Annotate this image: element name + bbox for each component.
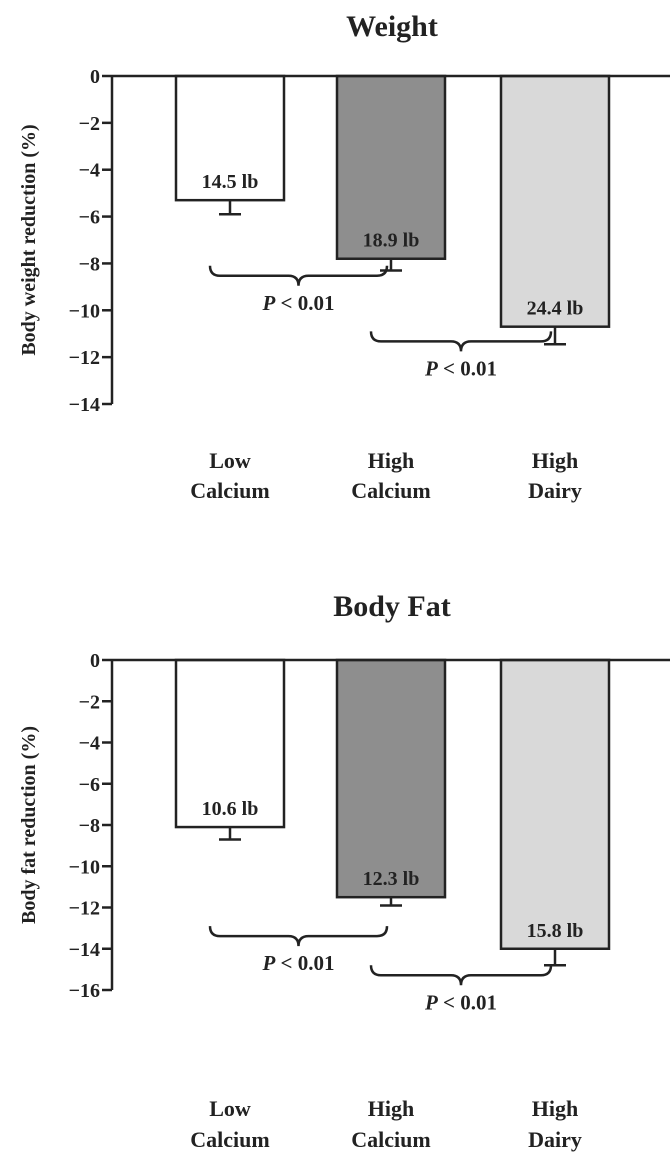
y-axis-label: Body fat reduction (%)	[18, 726, 40, 924]
y-tick-label: 0	[90, 650, 100, 672]
p-threshold: < 0.01	[438, 356, 497, 380]
significance-bracket	[208, 265, 389, 286]
category-label-line1: Low	[209, 1096, 251, 1121]
y-tick-label: −14	[69, 939, 100, 961]
y-tick-label: 0	[90, 66, 100, 88]
category-label-line2: Calcium	[351, 1127, 430, 1152]
bar-value-label: 12.3 lb	[363, 868, 420, 890]
p-value-label: P < 0.01	[261, 951, 334, 975]
y-tick-label: −4	[79, 160, 100, 182]
category-label-line1: High	[368, 448, 414, 473]
category-label-line2: Calcium	[351, 478, 430, 503]
y-tick-label: −4	[79, 733, 100, 755]
significance-bracket	[208, 925, 389, 947]
bar	[174, 74, 286, 202]
category-label-line2: Dairy	[528, 1127, 582, 1152]
bar-value-label: 24.4 lb	[527, 298, 584, 320]
weight-chart: Weight Body weight reduction (%) 14.5 lb Lo…	[18, 10, 670, 503]
category-label-line2: Calcium	[190, 1127, 269, 1152]
y-tick-label: −12	[69, 347, 100, 369]
p-threshold: < 0.01	[275, 291, 334, 315]
category-label-line1: High	[532, 448, 578, 473]
y-tick-label: −6	[79, 207, 100, 229]
y-tick-label: −10	[69, 856, 100, 878]
p-threshold: < 0.01	[275, 951, 334, 975]
p-symbol: P	[424, 990, 438, 1014]
chart-title: Body Fat	[333, 590, 451, 623]
y-tick-label: −8	[79, 815, 100, 837]
bar-value-label: 15.8 lb	[527, 920, 584, 942]
chart-title: Weight	[346, 10, 438, 43]
body-fat-chart: Body Fat Body fat reduction (%) 10.6 lb Low…	[18, 590, 670, 1152]
p-value-label: P < 0.01	[424, 990, 497, 1014]
p-value-label: P < 0.01	[261, 291, 334, 315]
significance-bracket	[369, 331, 553, 352]
bar-value-label: 10.6 lb	[202, 798, 259, 820]
bar	[335, 658, 447, 899]
y-tick-label: −12	[69, 898, 100, 920]
y-axis-label: Body weight reduction (%)	[18, 124, 40, 355]
y-tick-label: −6	[79, 774, 100, 796]
p-symbol: P	[261, 291, 275, 315]
bar-value-label: 14.5 lb	[202, 171, 259, 193]
y-tick-label: −16	[69, 980, 100, 1002]
y-tick-label: −8	[79, 253, 100, 275]
category-label-line2: Dairy	[528, 478, 582, 503]
bar	[499, 74, 611, 328]
p-symbol: P	[424, 356, 438, 380]
significance-bracket	[369, 965, 553, 986]
y-tick-label: −10	[69, 300, 100, 322]
p-symbol: P	[261, 951, 275, 975]
category-label-line1: High	[532, 1096, 578, 1121]
p-value-label: P < 0.01	[424, 356, 497, 380]
p-threshold: < 0.01	[438, 990, 497, 1014]
y-tick-label: −14	[69, 394, 100, 416]
category-label-line2: Calcium	[190, 478, 269, 503]
category-label-line1: High	[368, 1096, 414, 1121]
bar	[499, 658, 611, 950]
y-tick-label: −2	[79, 691, 100, 713]
bar-value-label: 18.9 lb	[363, 230, 420, 252]
category-label-line1: Low	[209, 448, 251, 473]
y-tick-label: −2	[79, 113, 100, 135]
